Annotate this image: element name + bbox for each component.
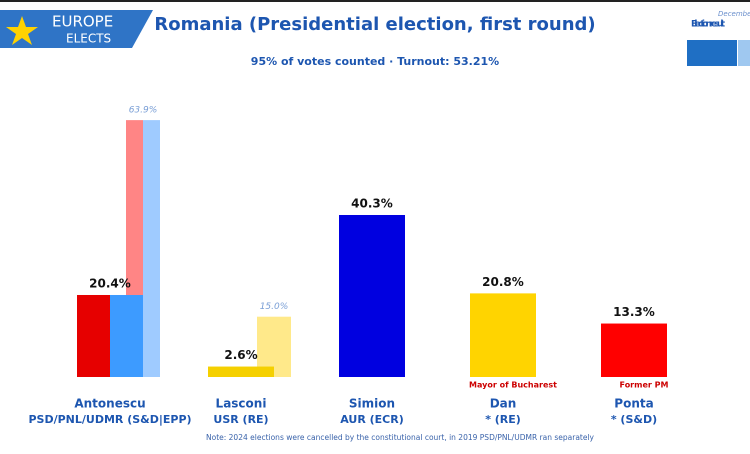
previous-bar bbox=[143, 120, 160, 377]
bar bbox=[110, 294, 143, 377]
top-border bbox=[0, 0, 750, 2]
chart-subtitle: 95% of votes counted · Turnout: 53.21% bbox=[251, 55, 499, 68]
value-label: 40.3% bbox=[351, 196, 393, 210]
chart-title: Romania (Presidential election, first ro… bbox=[154, 14, 595, 35]
value-label: 13.3% bbox=[613, 305, 655, 319]
previous-value-label: 15.0% bbox=[260, 302, 289, 312]
bar bbox=[208, 366, 274, 377]
bar bbox=[601, 323, 667, 377]
logo-text: ELECTS bbox=[66, 32, 111, 46]
bar bbox=[339, 214, 405, 377]
annotation: Mayor of Bucharest bbox=[469, 381, 557, 390]
party-label: USR (RE) bbox=[213, 413, 268, 426]
logo-star bbox=[6, 16, 38, 45]
previous-value-label: 63.9% bbox=[129, 106, 158, 116]
legend-swatch bbox=[738, 40, 750, 66]
logo-text: EUROPE bbox=[52, 13, 113, 31]
party-label: * (S&D) bbox=[611, 413, 657, 426]
legend-label: December election result bbox=[718, 10, 750, 18]
value-label: 20.8% bbox=[482, 275, 524, 289]
annotation: Former PM bbox=[620, 381, 669, 390]
category-label: Dan bbox=[490, 397, 517, 411]
legend-label: Election result bbox=[691, 20, 726, 30]
category-label: Antonescu bbox=[74, 397, 145, 411]
note: Note: 2024 elections were cancelled by t… bbox=[206, 433, 595, 442]
value-label: 20.4% bbox=[89, 276, 131, 290]
logo: EUROPE ELECTS bbox=[0, 10, 153, 48]
bar bbox=[77, 294, 110, 377]
category-label: Ponta bbox=[614, 397, 653, 411]
party-label: * (RE) bbox=[485, 413, 521, 426]
category-label: Lasconi bbox=[216, 397, 267, 411]
logo-bg bbox=[0, 10, 153, 48]
party-label: AUR (ECR) bbox=[340, 413, 404, 426]
category-label: Simion bbox=[349, 397, 395, 411]
bar bbox=[470, 293, 536, 377]
value-label: 2.6% bbox=[224, 348, 257, 362]
legend-swatch bbox=[687, 40, 737, 66]
party-label: PSD/PNL/UDMR (S&D|EPP) bbox=[28, 413, 191, 426]
